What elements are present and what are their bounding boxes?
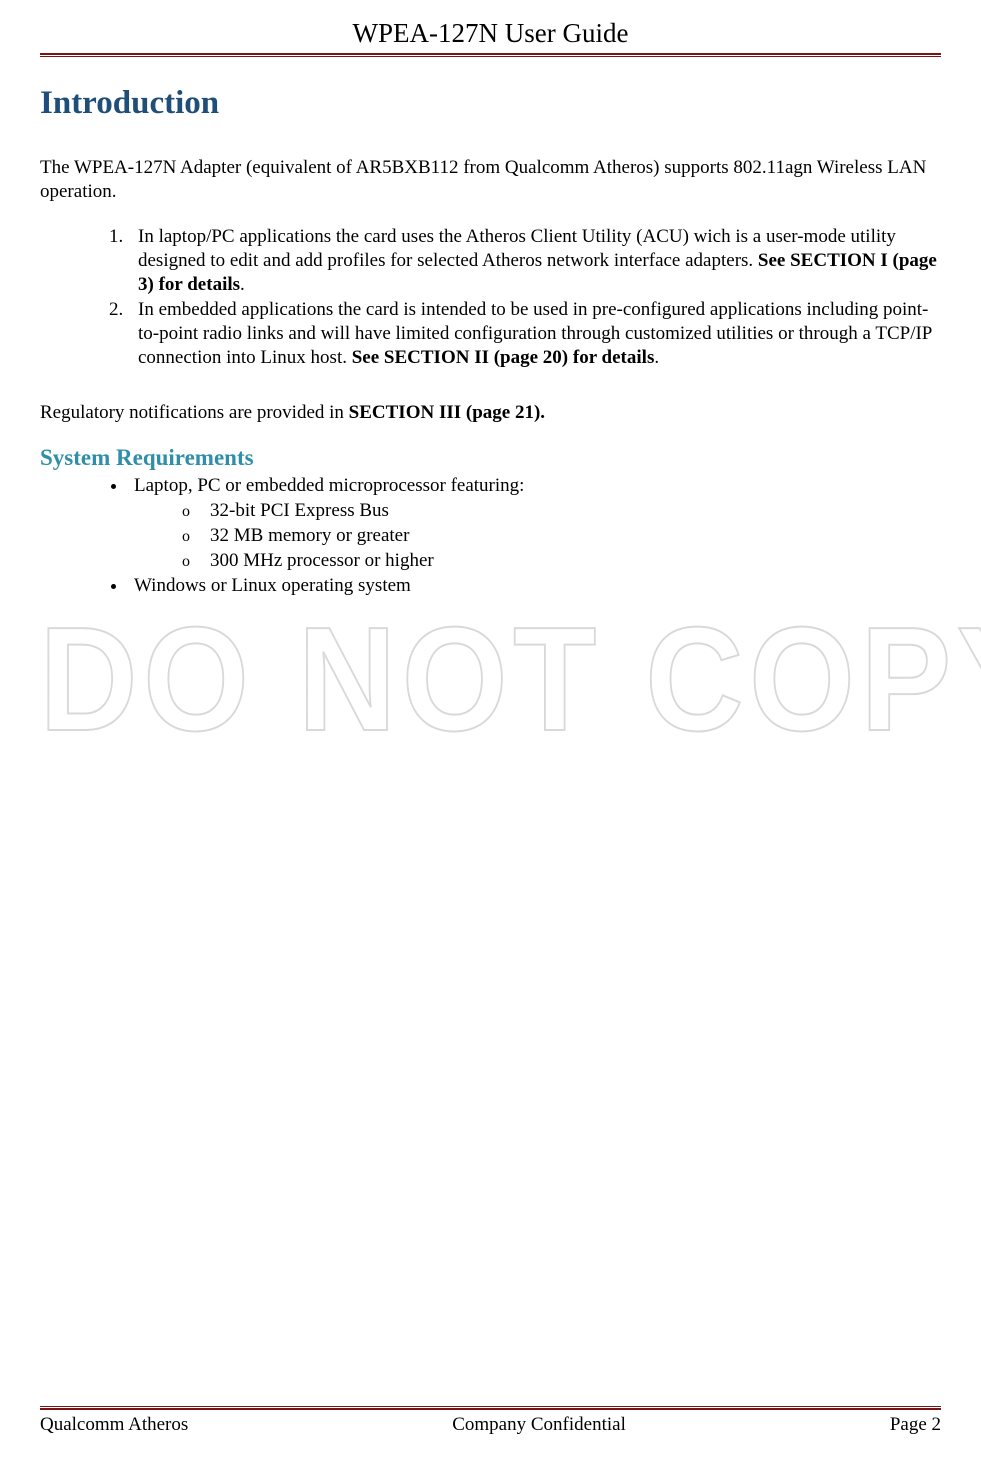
sysreq-sub-3: 300 MHz processor or higher <box>182 548 941 573</box>
header-rule-thick <box>40 53 941 55</box>
intro-item2-bold: See SECTION II (page 20) for details <box>352 347 655 368</box>
intro-paragraph-2: Regulatory notifications are provided in… <box>40 401 941 425</box>
heading-system-requirements: System Requirements <box>40 445 941 471</box>
sysreq-sub-2: 32 MB memory or greater <box>182 523 941 548</box>
footer-right: Page 2 <box>890 1414 941 1436</box>
sysreq-sublist: 32-bit PCI Express Bus 32 MB memory or g… <box>134 498 941 573</box>
page-footer: Qualcomm Atheros Company Confidential Pa… <box>40 1406 941 1436</box>
heading-introduction: Introduction <box>40 85 941 122</box>
intro-list-item-2: In embedded applications the card is int… <box>128 298 941 371</box>
intro-para2-bold: SECTION III (page 21). <box>349 402 545 423</box>
intro-item1-tail: . <box>240 274 245 295</box>
footer-rule-thick <box>40 1408 941 1410</box>
intro-paragraph-1: The WPEA-127N Adapter (equivalent of AR5… <box>40 156 941 205</box>
intro-para2-text: Regulatory notifications are provided in <box>40 402 349 423</box>
sysreq-bullet-1: Laptop, PC or embedded microprocessor fe… <box>128 473 941 573</box>
intro-item2-tail: . <box>654 347 659 368</box>
intro-list-item-1: In laptop/PC applications the card uses … <box>128 225 941 298</box>
footer-rule-thin <box>40 1406 941 1407</box>
sysreq-bullet-list: Laptop, PC or embedded microprocessor fe… <box>40 473 941 598</box>
footer-row: Qualcomm Atheros Company Confidential Pa… <box>40 1414 941 1436</box>
intro-numbered-list: In laptop/PC applications the card uses … <box>40 225 941 371</box>
content-area: Introduction The WPEA-127N Adapter (equi… <box>40 57 941 598</box>
document-header-title: WPEA-127N User Guide <box>40 18 941 53</box>
sysreq-bullet-1-text: Laptop, PC or embedded microprocessor fe… <box>134 475 524 496</box>
footer-left: Qualcomm Atheros <box>40 1414 188 1436</box>
sysreq-bullet-2: Windows or Linux operating system <box>128 573 941 598</box>
footer-center: Company Confidential <box>452 1414 626 1436</box>
sysreq-sub-1: 32-bit PCI Express Bus <box>182 498 941 523</box>
page-container: WPEA-127N User Guide Introduction The WP… <box>0 0 981 1464</box>
